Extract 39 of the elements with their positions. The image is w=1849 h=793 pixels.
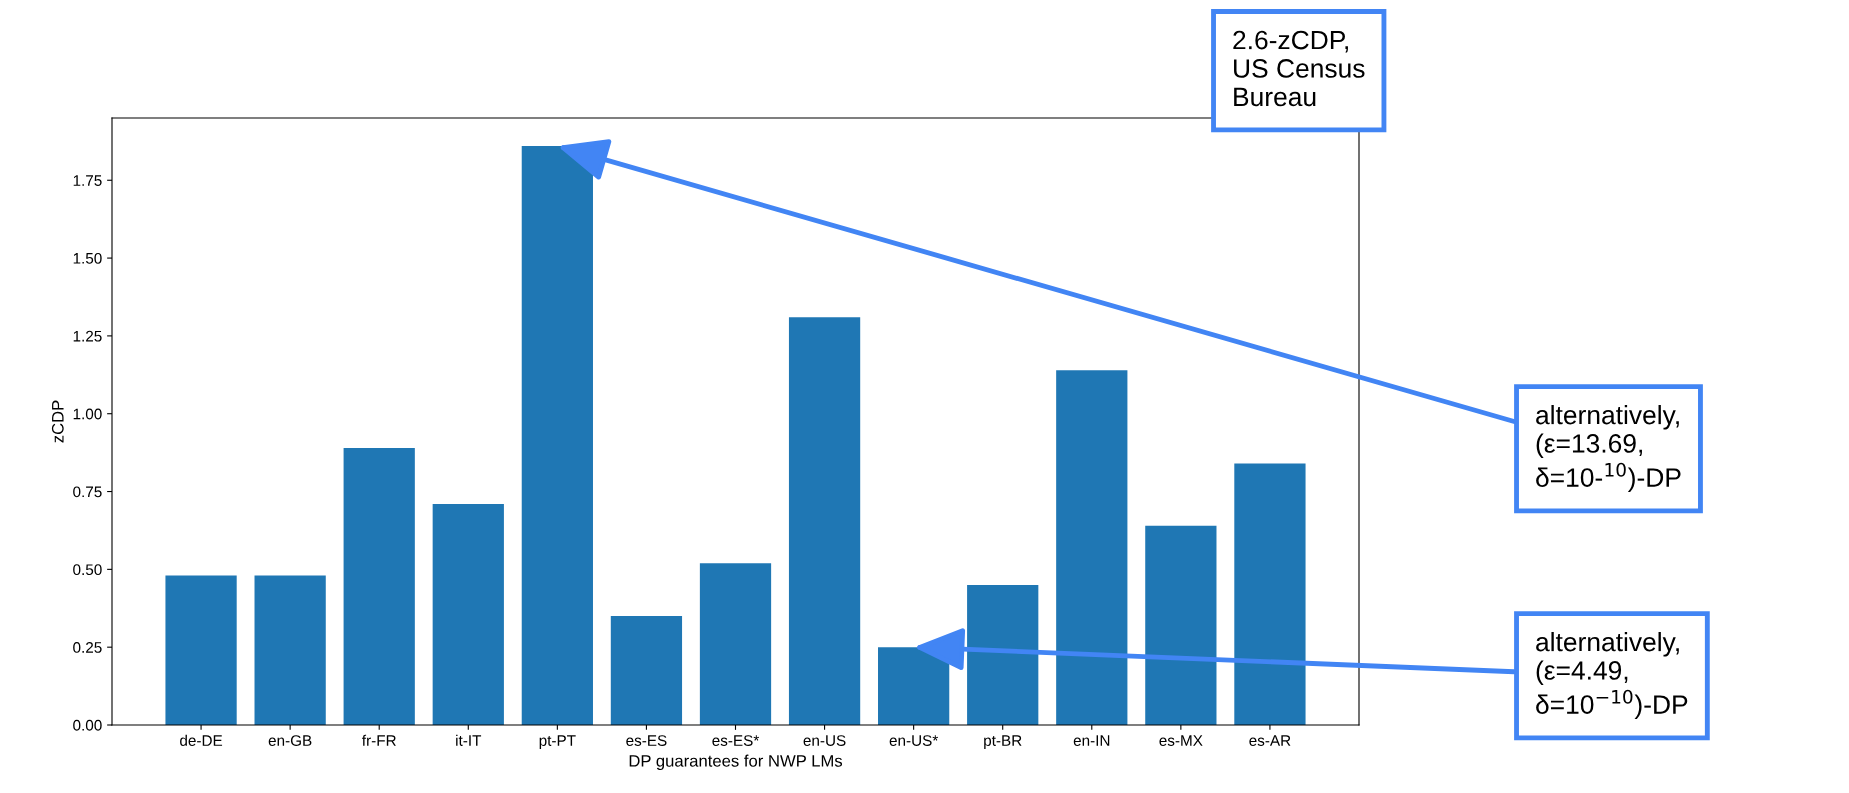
- y-tick-label: 0.25: [73, 642, 102, 653]
- x-tick-label: pt-BR: [984, 735, 1022, 749]
- x-tick-label: fr-FR: [362, 734, 396, 746]
- x-tick-label: en-IN: [1073, 735, 1110, 746]
- text: 2.6-zCDP, US Census Bureau: [1233, 30, 1365, 107]
- x-tick-label: it-IT: [456, 734, 482, 746]
- bar: [432, 503, 504, 725]
- bar: [1145, 525, 1217, 725]
- y-axis-title: zCDP: [51, 400, 64, 443]
- bar: [967, 584, 1039, 725]
- y-tick-label: 1.25: [73, 330, 102, 342]
- bar: [699, 563, 772, 725]
- bar: [788, 317, 861, 725]
- bar: [610, 616, 683, 725]
- bar: [343, 447, 415, 725]
- bar: [1056, 370, 1128, 725]
- y-tick-label: 0.00: [73, 719, 102, 731]
- annotation: alternatively, (ε=4.49, δ=10$^{−10}$)-DP: [1536, 632, 1688, 720]
- bar: [1234, 463, 1306, 725]
- bar: [521, 146, 593, 725]
- x-tick-label: pt-PT: [539, 735, 576, 749]
- y-tick-label: 0.75: [73, 486, 102, 498]
- x-tick-label: es-ES: [626, 735, 667, 746]
- x-tick-label: es-ES*: [712, 735, 760, 746]
- bar: [878, 647, 950, 725]
- x-tick-label: en-GB: [268, 735, 312, 746]
- x-tick-label: es-MX: [1159, 735, 1203, 746]
- bar: [254, 575, 326, 725]
- x-tick-label: de-DE: [180, 734, 223, 746]
- x-tick-label: es-AR: [1249, 735, 1291, 746]
- bar: [165, 575, 237, 725]
- x-tick-label: en-US*: [889, 735, 939, 746]
- y-tick-label: 0.50: [73, 564, 102, 576]
- annotation: alternatively, (ε=13.69, δ=10-$^{10}$)-DP: [1536, 405, 1681, 493]
- x-axis-title: DP guarantees for NWP LMs: [629, 754, 843, 771]
- y-tick-label: 1.50: [73, 252, 102, 264]
- x-tick-label: en-US: [803, 735, 846, 746]
- y-tick-label: 1.75: [73, 175, 102, 186]
- y-tick-label: 1.00: [73, 408, 102, 420]
